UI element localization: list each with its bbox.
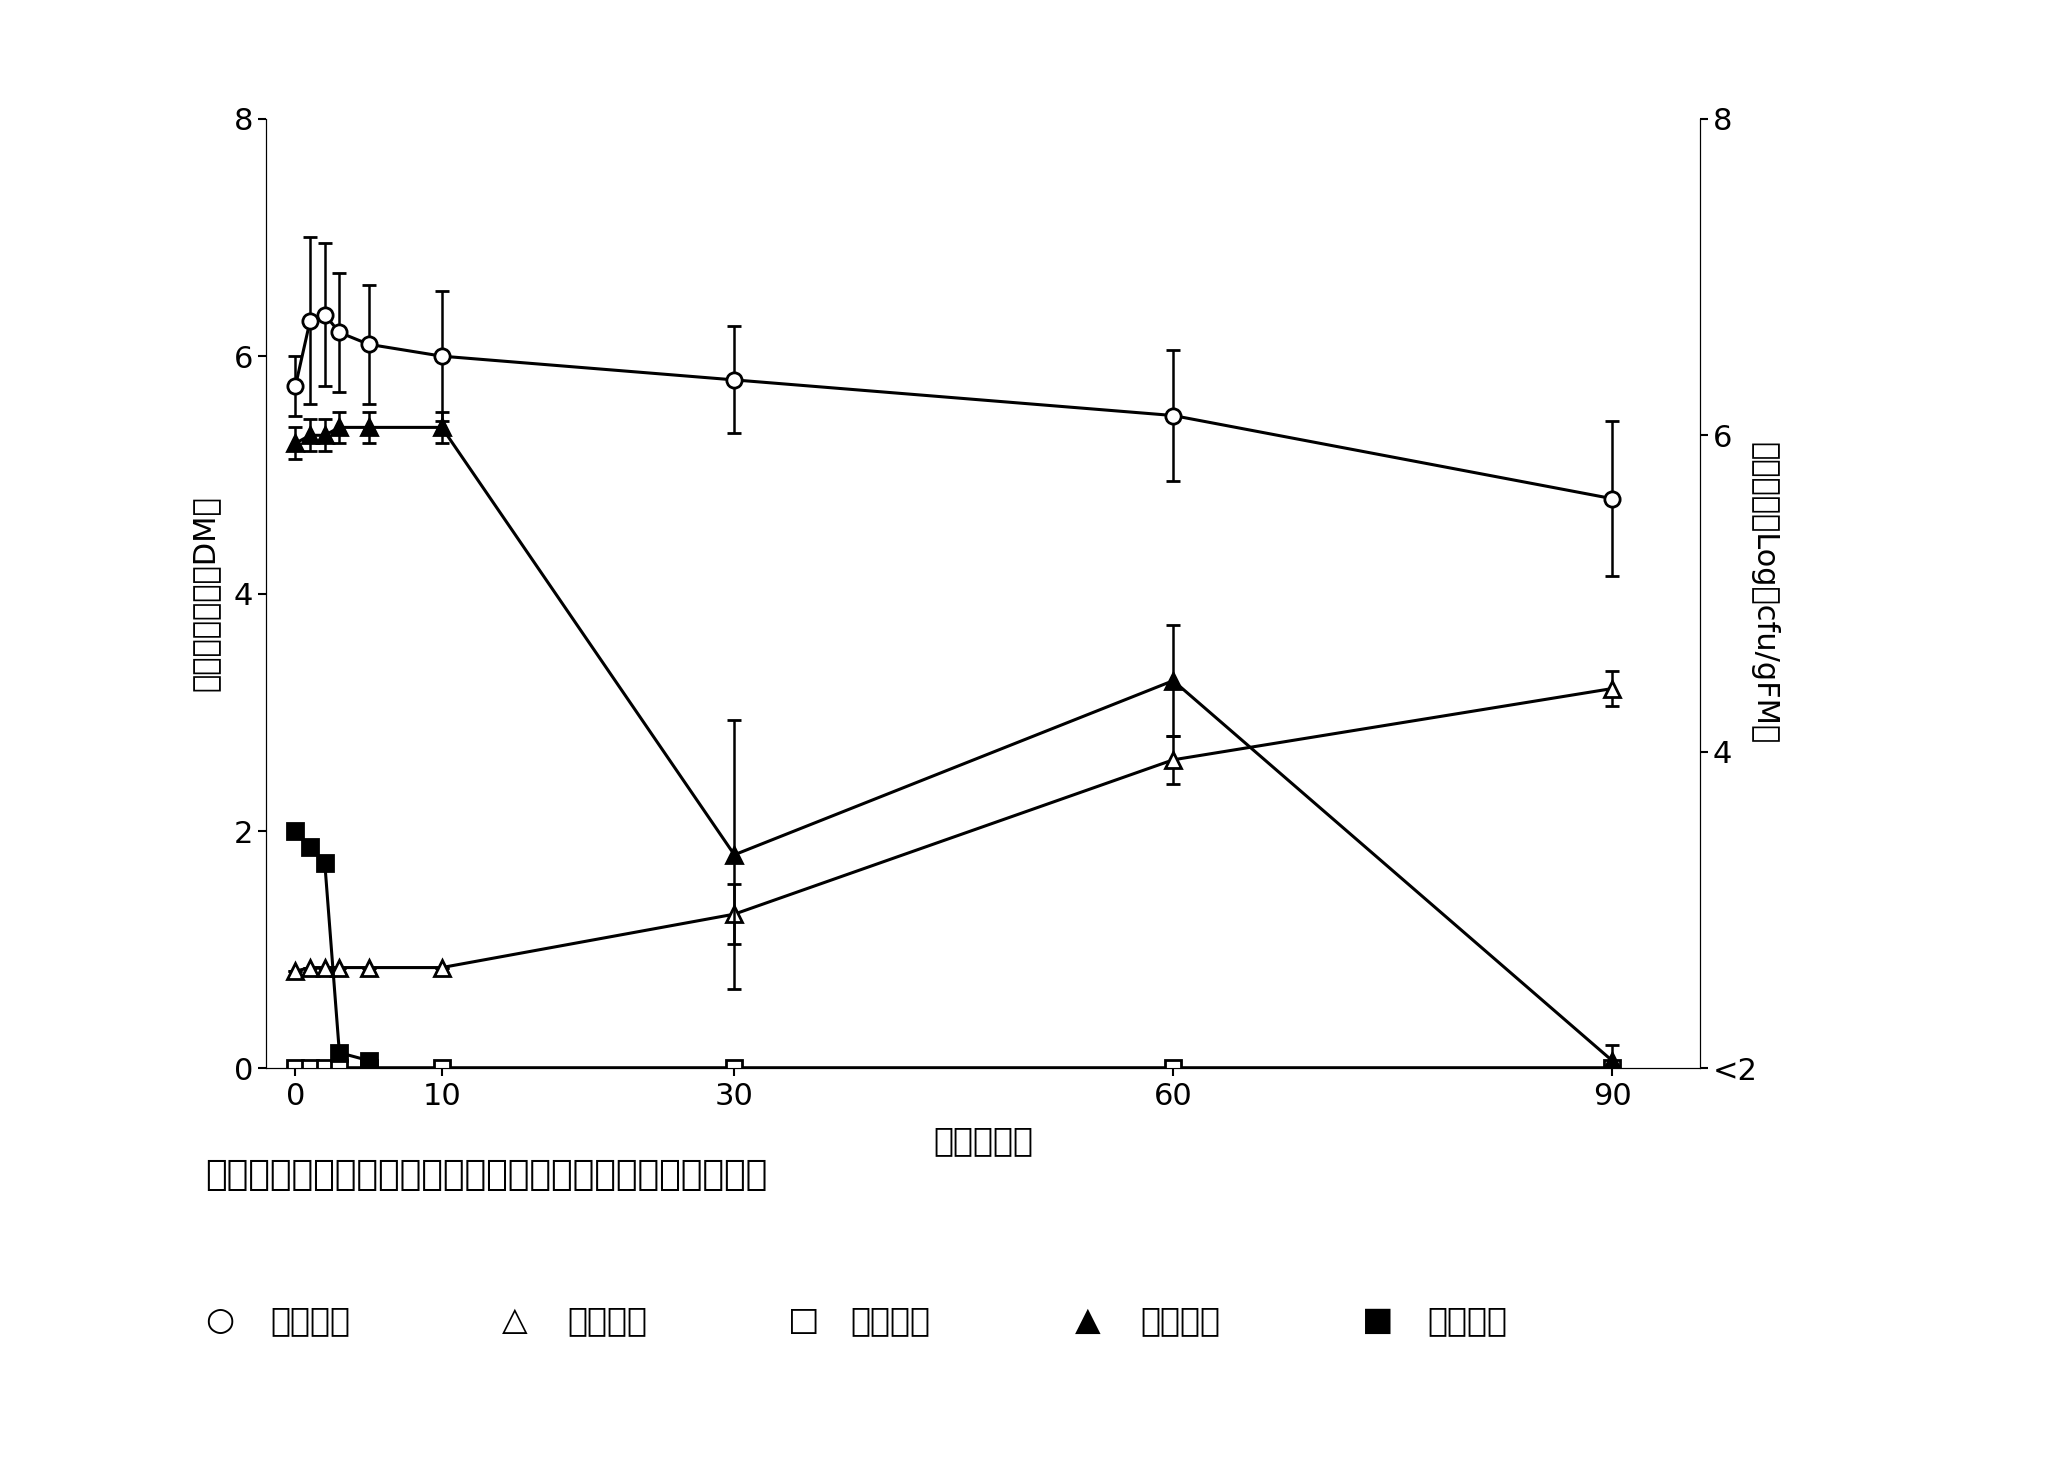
Y-axis label: 微生物数（Logーcfu/gFM）: 微生物数（Logーcfu/gFM） xyxy=(1749,442,1780,745)
Text: △: △ xyxy=(502,1304,528,1337)
Text: ：カビ．: ：カビ． xyxy=(1427,1304,1507,1337)
Text: ■: ■ xyxy=(1362,1304,1393,1337)
Y-axis label: 有機酸含量（％DM）: 有機酸含量（％DM） xyxy=(190,496,219,692)
X-axis label: 再貴蔵日数: 再貴蔵日数 xyxy=(934,1125,1032,1158)
Text: ▲: ▲ xyxy=(1075,1304,1102,1337)
Text: □: □ xyxy=(788,1304,819,1337)
Text: ：酪酸，: ：酪酸， xyxy=(850,1304,930,1337)
Text: 図２．再貴蔵期間が有機酸含量，微生物数に及ぼす影響．: 図２．再貴蔵期間が有機酸含量，微生物数に及ぼす影響． xyxy=(205,1158,768,1192)
Text: ：酢酸，: ：酢酸， xyxy=(567,1304,647,1337)
Text: ○: ○ xyxy=(205,1304,233,1337)
Text: ：乳酸，: ：乳酸， xyxy=(270,1304,350,1337)
Text: ：酵母，: ：酵母， xyxy=(1141,1304,1221,1337)
